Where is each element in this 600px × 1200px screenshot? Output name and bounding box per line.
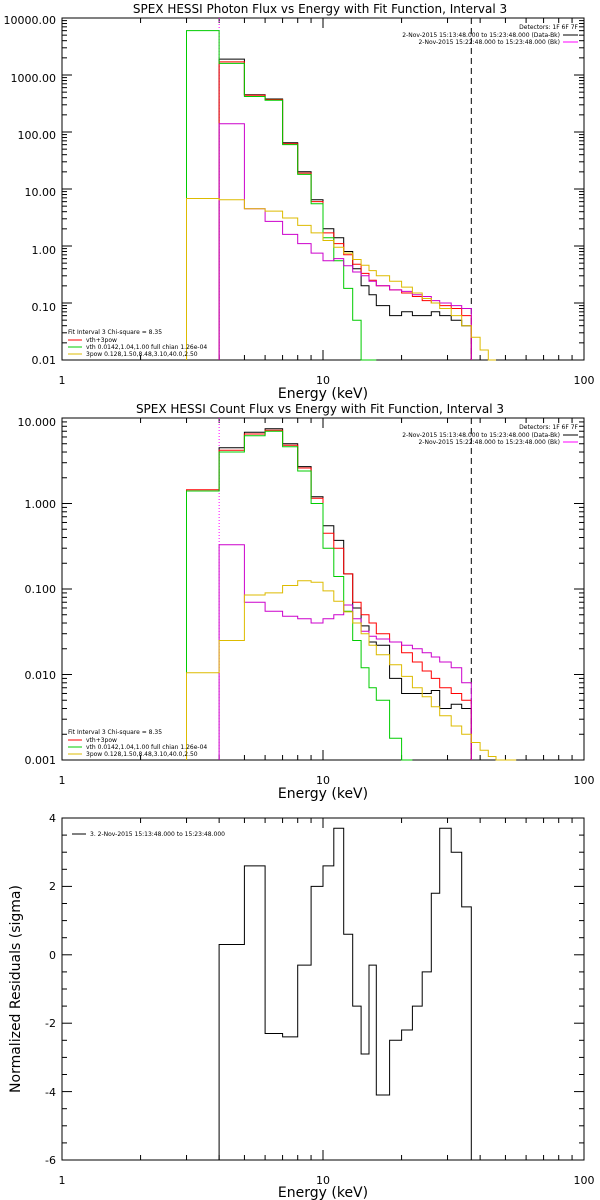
photon-flux-x-axis-label: Energy (keV) [278,386,368,402]
legend-label: 3pow 0.128,1.50,8.48,3.10,40.0,2.50 [86,351,198,358]
photon-flux-series-1-histogram [218,61,472,360]
photon-flux-fit-legend: Fit Interval 3 Chi-square = 8.35 vth+3po… [68,329,207,358]
residuals-y-tick-label: -2 [45,1017,56,1030]
photon-flux-series-2-histogram [186,30,377,361]
residuals-y-tick-label: 0 [49,949,56,962]
residuals-y-tick-label: -6 [45,1154,56,1167]
residuals-legend: 3. 2-Nov-2015 15:13:48.000 to 15:23:48.0… [72,831,225,838]
residuals-x-tick-label: 1 [59,1174,66,1187]
photon-flux-y-tick-label: 10000.00 [4,14,57,27]
photon-flux-y-tick-label: 0.01 [32,354,57,367]
count-flux-series-2-histogram [186,430,413,761]
legend-label: vth+3pow [86,737,117,744]
count-flux-y-tick-label: 0.010 [25,669,57,682]
legend-label: 2-Nov-2015 15:22:48.000 to 15:23:48.000 … [418,39,560,46]
photon-flux-x-tick-label: 10 [316,374,330,387]
residuals-series-group [218,827,472,1160]
legend-label: vth 0.0142,1.04,1.00 full chian 1.26e-04 [86,744,207,751]
count-flux-title: SPEX HESSI Count Flux vs Energy with Fit… [136,402,504,416]
count-flux-x-tick-label: 100 [574,774,595,787]
count-flux-y-tick-label: 0.001 [25,754,57,767]
photon-flux-series-4-histogram [186,198,496,361]
photon-flux-x-tick-label: 1 [59,374,66,387]
count-flux-fit-legend: Fit Interval 3 Chi-square = 8.35 vth+3po… [68,729,207,758]
legend-label: 3. 2-Nov-2015 15:13:48.000 to 15:23:48.0… [90,831,225,838]
count-flux-x-tick-label: 1 [59,774,66,787]
count-flux-panel: SPEX HESSI Count Flux vs Energy with Fit… [18,402,595,802]
count-flux-series-group [186,418,517,761]
count-flux-y-tick-label: 10.000 [18,416,57,429]
legend-label: 2-Nov-2015 15:13:48.000 to 15:23:48.000 … [402,432,560,439]
photon-flux-y-tick-label: 10.00 [25,186,57,199]
legend-label: vth 0.0142,1.04,1.00 full chian 1.26e-04 [86,344,207,351]
residuals-x-tick-label: 100 [574,1174,595,1187]
photon-flux-series-0-histogram [218,58,472,360]
residuals-y-axis-label: Normalized Residuals (sigma) [8,885,24,1093]
photon-flux-y-tick-label: 1.00 [32,244,57,257]
count-flux-series-1-histogram [186,429,472,760]
photon-flux-axes [61,18,584,361]
legend-header: Fit Interval 3 Chi-square = 8.35 [68,329,162,336]
residuals-series-0-histogram [218,827,472,1160]
legend-label: 2-Nov-2015 15:13:48.000 to 15:23:48.000 … [402,32,560,39]
residuals-x-axis-label: Energy (keV) [278,1185,368,1200]
photon-flux-panel: SPEX HESSI Photon Flux vs Energy with Fi… [4,2,595,402]
count-flux-axes [61,418,584,761]
count-flux-series-0-histogram [186,428,472,760]
photon-flux-y-tick-label: 0.10 [32,301,57,314]
count-flux-detector-legend: Detectors: 1F 6F 7F 2-Nov-2015 15:13:48.… [402,424,578,446]
residuals-y-tick-label: -4 [45,1086,56,1099]
photon-flux-series-group [186,18,496,361]
photon-flux-detector-legend: Detectors: 1F 6F 7F 2-Nov-2015 15:13:48.… [402,24,578,46]
legend-label: 3pow 0.128,1.50,8.48,3.10,40.0,2.50 [86,751,198,758]
legend-header: Fit Interval 3 Chi-square = 8.35 [68,729,162,736]
photon-flux-plot-frame [61,17,585,361]
count-flux-x-axis-label: Energy (keV) [278,786,368,802]
residuals-y-tick-label: 2 [49,880,56,893]
residuals-y-tick-label: 4 [49,812,56,825]
legend-header: Detectors: 1F 6F 7F [519,424,578,431]
legend-label: vth+3pow [86,337,117,344]
photon-flux-x-tick-label: 100 [574,374,595,387]
count-flux-y-tick-label: 0.100 [25,583,57,596]
count-flux-x-tick-label: 10 [316,774,330,787]
photon-flux-title: SPEX HESSI Photon Flux vs Energy with Fi… [133,2,507,16]
residuals-panel: 1 10 100 -6 -4 -2 0 2 4 Energy (keV) Nor… [8,812,595,1200]
count-flux-series-4-histogram [186,580,517,761]
count-flux-series-3-histogram [218,544,472,760]
residuals-x-tick-label: 10 [316,1174,330,1187]
count-flux-y-tick-label: 1.000 [25,498,57,511]
legend-label: 2-Nov-2015 15:22:48.000 to 15:23:48.000 … [418,439,560,446]
photon-flux-series-3-histogram [218,123,472,360]
photon-flux-y-tick-label: 100.00 [18,129,57,142]
photon-flux-y-tick-label: 1000.00 [11,72,57,85]
legend-header: Detectors: 1F 6F 7F [519,24,578,31]
